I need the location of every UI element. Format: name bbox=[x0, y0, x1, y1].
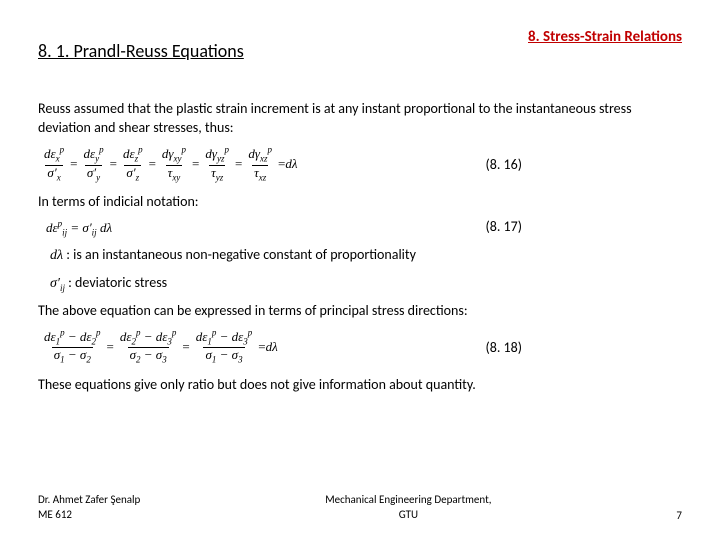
dept-line1: Mechanical Engineering Department, bbox=[325, 493, 491, 507]
header-row: 8. 1. Prandl-Reuss Equations 8. Stress-S… bbox=[38, 28, 682, 62]
page-number: 7 bbox=[676, 509, 682, 522]
footer-dept: Mechanical Engineering Department, GTU bbox=[325, 493, 491, 522]
equation-8-16-number: (8. 16) bbox=[486, 156, 682, 173]
equation-8-16-math: dεxpσ′x = dεypσ′y = dεzpσ′z = dγxypτxy =… bbox=[38, 146, 297, 183]
definition-sigma-prime: σ′ij : deviatoric stress bbox=[50, 274, 682, 294]
equation-8-18: dε1p − dε2pσ1 − σ2 = dε2p − dε3pσ2 − σ3 … bbox=[38, 329, 682, 366]
equation-8-18-math: dε1p − dε2pσ1 − σ2 = dε2p − dε3pσ2 − σ3 … bbox=[38, 329, 278, 366]
section-title: 8. 1. Prandl-Reuss Equations bbox=[38, 40, 244, 62]
paragraph-conclusion: These equations give only ratio but does… bbox=[38, 376, 682, 395]
equation-8-17-number: (8. 17) bbox=[486, 218, 682, 235]
paragraph-principal: The above equation can be expressed in t… bbox=[38, 302, 682, 321]
paragraph-indicial: In terms of indicial notation: bbox=[38, 193, 682, 212]
author-name: Dr. Ahmet Zafer Şenalp bbox=[38, 493, 140, 507]
definition-dlambda: dλ : is an instantaneous non-negative co… bbox=[50, 246, 682, 266]
course-code: ME 612 bbox=[38, 508, 140, 522]
equation-8-16: dεxpσ′x = dεypσ′y = dεzpσ′z = dγxypτxy =… bbox=[38, 146, 682, 183]
footer: Dr. Ahmet Zafer Şenalp ME 612 Mechanical… bbox=[38, 493, 682, 522]
dept-line2: GTU bbox=[325, 508, 491, 522]
footer-author: Dr. Ahmet Zafer Şenalp ME 612 bbox=[38, 493, 140, 522]
equation-8-18-number: (8. 18) bbox=[486, 339, 682, 356]
chapter-title: 8. Stress-Strain Relations bbox=[528, 28, 682, 46]
paragraph-intro: Reuss assumed that the plastic strain in… bbox=[38, 100, 682, 138]
